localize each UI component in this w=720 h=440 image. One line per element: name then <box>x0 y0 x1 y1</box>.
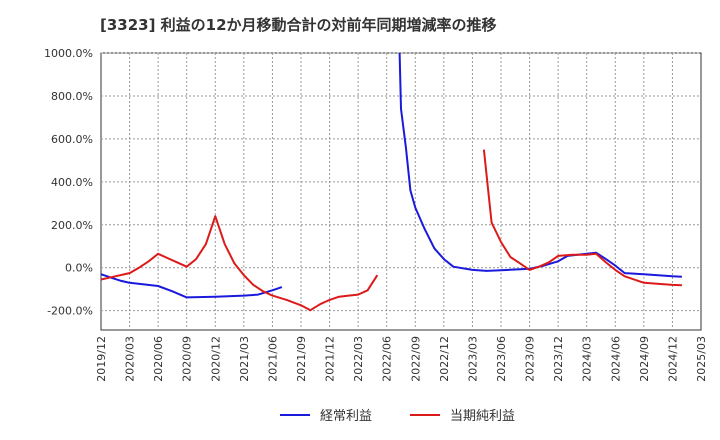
x-tick-label: 2021/06 <box>266 336 279 382</box>
legend-label-0: 経常利益 <box>320 409 372 424</box>
x-tick-label: 2023/06 <box>495 336 508 382</box>
series-line-1 <box>101 215 379 312</box>
y-tick-label: -200.0% <box>47 305 93 318</box>
x-tick-label: 2022/03 <box>352 336 365 382</box>
x-tick-label: 2019/12 <box>95 336 108 382</box>
y-tick-label: 0.0% <box>65 262 93 275</box>
y-tick-label: 200.0% <box>51 219 93 232</box>
series-line-1 <box>482 149 682 287</box>
x-tick-label: 2023/03 <box>466 336 479 382</box>
x-tick-label: 2020/12 <box>209 336 222 382</box>
x-tick-label: 2024/12 <box>666 336 679 382</box>
x-tick-label: 2024/09 <box>638 336 651 382</box>
x-tick-label: 2021/03 <box>238 336 251 382</box>
x-tick-label: 2020/06 <box>152 336 165 382</box>
x-tick-label: 2024/03 <box>581 336 594 382</box>
y-tick-label: 1000.0% <box>44 47 93 60</box>
x-tick-label: 2020/09 <box>181 336 194 382</box>
x-tick-label: 2021/12 <box>324 336 337 382</box>
x-tick-label: 2021/09 <box>295 336 308 382</box>
series-line-0 <box>101 273 283 299</box>
x-tick-label: 2022/09 <box>409 336 422 382</box>
x-tick-label: 2022/06 <box>381 336 394 382</box>
y-tick-label: 600.0% <box>51 133 93 146</box>
plot-frame <box>100 52 702 331</box>
x-tick-label: 2023/12 <box>552 336 565 382</box>
legend-label-1: 当期純利益 <box>450 409 515 424</box>
x-tick-label: 2020/03 <box>124 336 137 382</box>
x-tick-label: 2023/09 <box>524 336 537 382</box>
y-tick-label: 400.0% <box>51 176 93 189</box>
x-tick-label: 2024/06 <box>609 336 622 382</box>
x-tick-label: 2022/12 <box>438 336 451 382</box>
chart-title: [3323] 利益の12か月移動合計の対前年同期増減率の推移 <box>100 16 497 34</box>
y-tick-label: 800.0% <box>51 90 93 103</box>
x-tick-label: 2025/03 <box>695 336 708 382</box>
